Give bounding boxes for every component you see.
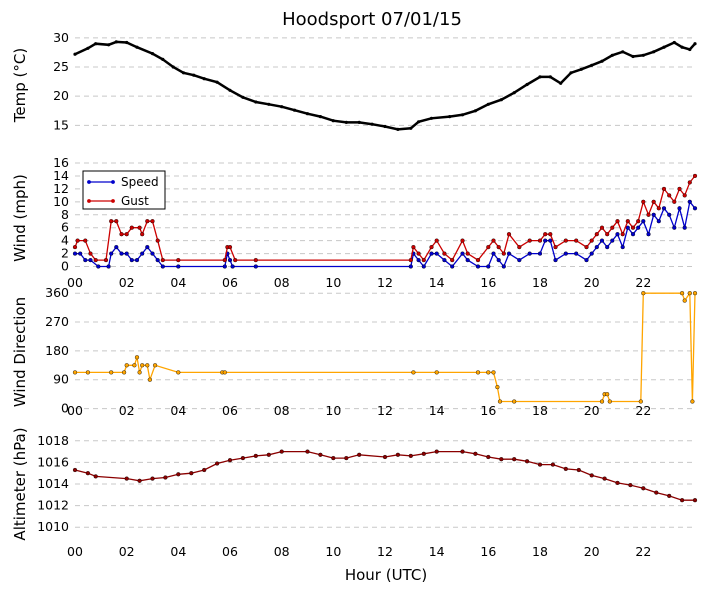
x-tick-label: 08 <box>274 275 290 290</box>
x-tick-label: 02 <box>119 403 135 418</box>
y-axis-label: Wind Direction <box>11 297 29 407</box>
x-tick-label: 10 <box>325 544 341 559</box>
y-tick-label: 2 <box>61 246 69 261</box>
y-tick-label: 20 <box>53 88 69 103</box>
y-tick-label: 1010 <box>37 519 69 534</box>
y-tick-label: 16 <box>53 155 69 170</box>
series-line-1 <box>74 40 696 131</box>
x-tick-label: 22 <box>635 403 651 418</box>
legend-marker <box>87 199 91 203</box>
x-tick-label: 16 <box>480 403 496 418</box>
x-tick-label: 18 <box>532 544 548 559</box>
legend-marker <box>111 180 115 184</box>
x-tick-label: 12 <box>377 544 393 559</box>
y-tick-label: 12 <box>53 181 69 196</box>
x-tick-label: 06 <box>222 275 238 290</box>
legend-marker <box>87 180 91 184</box>
x-axis-label: Hour (UTC) <box>345 566 427 584</box>
y-tick-label: 6 <box>61 220 69 235</box>
legend-label: Speed <box>121 175 159 189</box>
y-axis-label: Temp (°C) <box>11 48 29 123</box>
x-tick-label: 08 <box>274 403 290 418</box>
chart-title: Hoodsport 07/01/15 <box>282 9 462 30</box>
legend: Speed Gust <box>82 170 166 210</box>
x-tick-label: 20 <box>584 544 600 559</box>
legend-marker <box>111 199 115 203</box>
x-tick-label: 00 <box>67 275 83 290</box>
y-axis-label: Wind (mph) <box>11 174 29 262</box>
x-tick-label: 12 <box>377 275 393 290</box>
y-tick-label: 10 <box>53 194 69 209</box>
x-tick-label: 12 <box>377 403 393 418</box>
series-line-1 <box>75 291 696 403</box>
x-tick-label: 22 <box>635 275 651 290</box>
x-tick-label: 22 <box>635 544 651 559</box>
x-tick-label: 16 <box>480 275 496 290</box>
y-tick-label: 360 <box>45 285 69 300</box>
y-tick-label: 0 <box>61 401 69 416</box>
y-tick-label: 1012 <box>37 498 69 513</box>
x-tick-label: 14 <box>429 544 445 559</box>
y-axis-label: Altimeter (hPa) <box>11 427 29 540</box>
x-tick-label: 14 <box>429 275 445 290</box>
x-tick-label: 00 <box>67 403 83 418</box>
x-tick-label: 14 <box>429 403 445 418</box>
x-tick-label: 02 <box>119 544 135 559</box>
x-tick-label: 08 <box>274 544 290 559</box>
y-tick-label: 4 <box>61 233 69 248</box>
y-tick-label: 0 <box>61 259 69 274</box>
x-tick-label: 02 <box>119 275 135 290</box>
x-tick-label: 20 <box>584 275 600 290</box>
y-tick-label: 90 <box>53 372 69 387</box>
x-tick-label: 20 <box>584 403 600 418</box>
x-tick-label: 10 <box>325 403 341 418</box>
x-tick-label: 18 <box>532 403 548 418</box>
y-tick-label: 1014 <box>37 476 69 491</box>
x-tick-label: 16 <box>480 544 496 559</box>
x-tick-label: 10 <box>325 275 341 290</box>
series-line-speed <box>75 200 696 268</box>
x-tick-label: 04 <box>170 544 186 559</box>
x-tick-label: 06 <box>222 544 238 559</box>
y-tick-label: 30 <box>53 30 69 45</box>
y-tick-label: 14 <box>53 168 69 183</box>
y-tick-label: 270 <box>45 314 69 329</box>
y-tick-label: 25 <box>53 59 69 74</box>
x-tick-label: 06 <box>222 403 238 418</box>
x-tick-label: 04 <box>170 275 186 290</box>
legend-label: Gust <box>121 194 149 208</box>
y-tick-label: 15 <box>53 117 69 132</box>
y-tick-label: 180 <box>45 343 69 358</box>
y-tick-label: 1018 <box>37 433 69 448</box>
x-tick-label: 04 <box>170 403 186 418</box>
x-tick-label: 00 <box>67 544 83 559</box>
y-tick-label: 1016 <box>37 454 69 469</box>
x-tick-label: 18 <box>532 275 548 290</box>
legend-box <box>82 170 166 210</box>
panel-1: 15 20 25 30 Temp (°C) <box>11 30 697 132</box>
y-tick-label: 8 <box>61 207 69 222</box>
panel-3: 0 90 180 270 360 Wind Direction 00 02 04 06 08 10 12… <box>11 285 698 418</box>
